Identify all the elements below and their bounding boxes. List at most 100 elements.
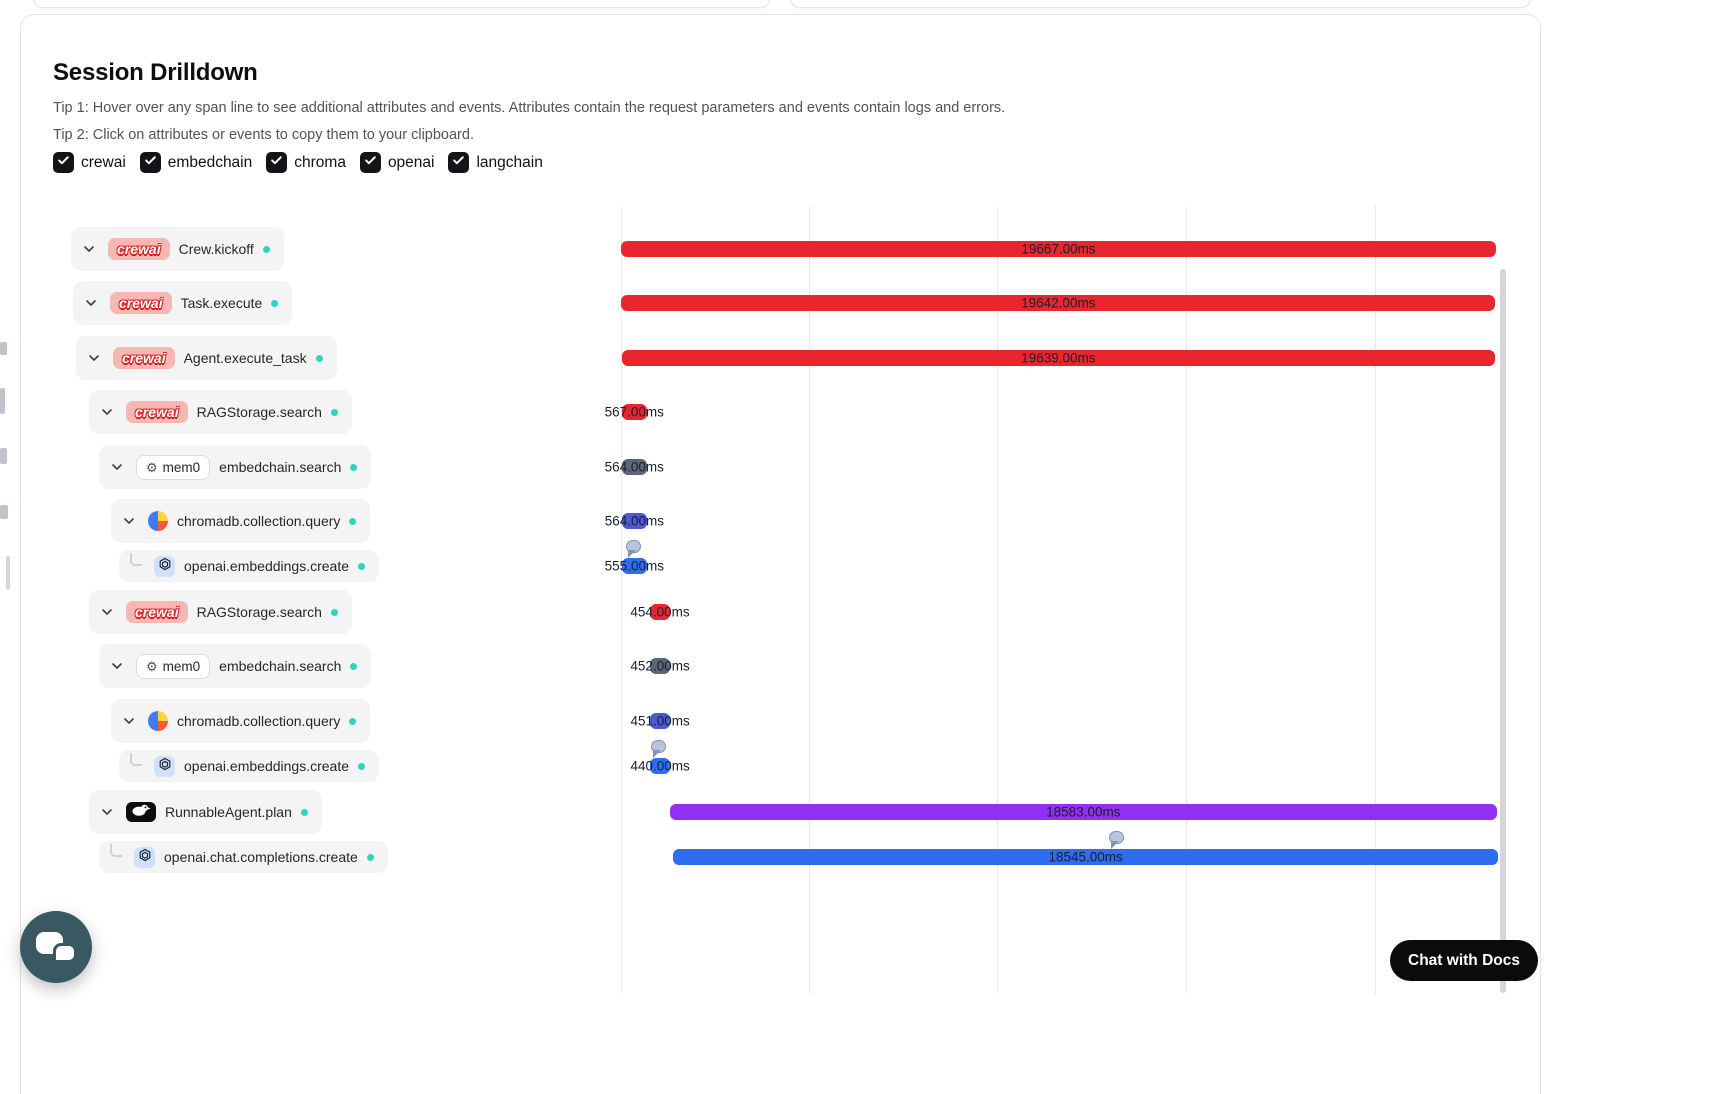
mem0-gear-icon: ⚙ bbox=[146, 459, 158, 475]
tree-connector-icon bbox=[130, 553, 142, 566]
check-icon bbox=[364, 154, 377, 172]
chat-with-docs-button[interactable]: Chat with Docs bbox=[1390, 940, 1538, 981]
expand-chevron-icon[interactable] bbox=[119, 711, 139, 731]
left-edge-artifact bbox=[0, 342, 7, 355]
openai-logo bbox=[154, 555, 175, 577]
span-bar-openai.embeddings.create[interactable] bbox=[621, 558, 647, 574]
span-row-RunnableAgent.plan[interactable]: RunnableAgent.plan bbox=[89, 790, 322, 834]
check-icon bbox=[57, 154, 70, 172]
gridline bbox=[809, 206, 810, 994]
span-bar-embedchain.search[interactable] bbox=[650, 658, 671, 674]
expand-chevron-icon[interactable] bbox=[119, 511, 139, 531]
mem0-gear-icon: ⚙ bbox=[146, 658, 158, 674]
top-card-right bbox=[790, 0, 1531, 8]
span-row-RAGStorage.search[interactable]: crewai RAGStorage.search bbox=[89, 590, 352, 634]
mem0-logo-text: mem0 bbox=[162, 459, 201, 475]
span-duration-label: 19667.00ms bbox=[1021, 241, 1096, 257]
status-dot bbox=[358, 762, 366, 770]
expand-chevron-icon[interactable] bbox=[79, 239, 99, 259]
filter-label: chroma bbox=[294, 153, 346, 171]
span-bar-chromadb.collection.query[interactable] bbox=[650, 713, 671, 729]
filter-label: langchain bbox=[476, 153, 543, 171]
gridline bbox=[997, 206, 998, 994]
span-bar-openai.chat.completions.create[interactable] bbox=[673, 849, 1499, 865]
span-bar-chromadb.collection.query[interactable] bbox=[621, 513, 647, 529]
status-dot bbox=[358, 562, 366, 570]
span-bar-Task.execute[interactable] bbox=[621, 295, 1496, 311]
span-name: RunnableAgent.plan bbox=[165, 804, 292, 820]
span-row-chromadb.collection.query[interactable]: chromadb.collection.query bbox=[111, 499, 371, 543]
checkbox-embedchain-checked[interactable] bbox=[139, 152, 161, 173]
status-dot bbox=[262, 245, 270, 253]
span-duration-label: 564.00ms bbox=[604, 513, 664, 529]
chat-bubble-icon bbox=[53, 943, 77, 963]
filter-openai[interactable]: openai bbox=[359, 152, 434, 173]
span-bar-RAGStorage.search[interactable] bbox=[649, 604, 671, 620]
span-row-openai.chat.completions.create[interactable]: openai.chat.completions.create bbox=[99, 841, 388, 873]
span-row-Task.execute[interactable]: crewai Task.execute bbox=[73, 281, 293, 325]
span-duration-label: 18545.00ms bbox=[1048, 849, 1123, 865]
span-row-embedchain.search[interactable]: ⚙ mem0 embedchain.search bbox=[99, 644, 372, 688]
span-bar-Agent.execute_task[interactable] bbox=[621, 350, 1496, 366]
expand-chevron-icon[interactable] bbox=[97, 802, 117, 822]
span-row-openai.embeddings.create[interactable]: openai.embeddings.create bbox=[119, 550, 380, 582]
status-dot bbox=[349, 717, 357, 725]
span-name: embedchain.search bbox=[219, 459, 342, 475]
status-dot bbox=[300, 808, 308, 816]
chroma-logo bbox=[148, 511, 168, 531]
status-dot bbox=[350, 463, 358, 471]
span-row-openai.embeddings.create[interactable]: openai.embeddings.create bbox=[119, 750, 380, 782]
gridline bbox=[621, 206, 622, 994]
span-name: chromadb.collection.query bbox=[177, 513, 341, 529]
span-name: Task.execute bbox=[180, 295, 263, 311]
openai-knot-icon bbox=[138, 848, 152, 867]
filter-langchain[interactable]: langchain bbox=[448, 152, 543, 173]
status-dot bbox=[350, 662, 358, 670]
span-name: chromadb.collection.query bbox=[177, 713, 341, 729]
checkbox-chroma-checked[interactable] bbox=[266, 152, 288, 173]
checkbox-langchain-checked[interactable] bbox=[448, 152, 470, 173]
filter-label: crewai bbox=[81, 153, 126, 171]
expand-chevron-icon[interactable] bbox=[84, 348, 104, 368]
crewai-logo: crewai bbox=[110, 292, 172, 314]
span-duration-label: 454.00ms bbox=[630, 604, 690, 620]
span-row-chromadb.collection.query[interactable]: chromadb.collection.query bbox=[111, 699, 371, 743]
event-bubble-icon[interactable] bbox=[1109, 831, 1125, 849]
span-name: RAGStorage.search bbox=[196, 404, 322, 420]
span-duration-label: 452.00ms bbox=[630, 658, 690, 674]
span-duration-label: 451.00ms bbox=[630, 713, 690, 729]
span-bar-embedchain.search[interactable] bbox=[621, 459, 647, 475]
event-bubble-icon[interactable] bbox=[650, 740, 666, 758]
expand-chevron-icon[interactable] bbox=[107, 457, 127, 477]
filter-chroma[interactable]: chroma bbox=[266, 152, 346, 173]
checkbox-openai-checked[interactable] bbox=[359, 152, 381, 173]
expand-chevron-icon[interactable] bbox=[81, 293, 101, 313]
event-bubble-icon[interactable] bbox=[626, 540, 641, 558]
span-row-RAGStorage.search[interactable]: crewai RAGStorage.search bbox=[89, 390, 352, 434]
span-bar-openai.embeddings.create[interactable] bbox=[650, 758, 670, 774]
filter-crewai[interactable]: crewai bbox=[53, 152, 126, 173]
langchain-logo bbox=[126, 802, 156, 822]
crewai-logo: crewai bbox=[126, 401, 188, 423]
session-drilldown-card: Session Drilldown Tip 1: Hover over any … bbox=[20, 14, 1541, 1094]
mem0-logo: ⚙ mem0 bbox=[136, 454, 211, 480]
span-bar-RunnableAgent.plan[interactable] bbox=[669, 804, 1497, 820]
left-edge-artifact bbox=[0, 505, 8, 519]
expand-chevron-icon[interactable] bbox=[97, 602, 117, 622]
span-row-Crew.kickoff[interactable]: crewai Crew.kickoff bbox=[71, 227, 284, 271]
left-edge-artifact bbox=[0, 388, 5, 414]
status-dot bbox=[349, 517, 357, 525]
span-name: Crew.kickoff bbox=[178, 241, 254, 257]
span-bar-RAGStorage.search[interactable] bbox=[621, 404, 647, 420]
chart-scrollbar[interactable] bbox=[1500, 269, 1506, 993]
checkbox-crewai-checked[interactable] bbox=[53, 152, 74, 173]
filter-embedchain[interactable]: embedchain bbox=[139, 152, 252, 173]
span-row-embedchain.search[interactable]: ⚙ mem0 embedchain.search bbox=[99, 445, 372, 489]
expand-chevron-icon[interactable] bbox=[107, 656, 127, 676]
span-bar-Crew.kickoff[interactable] bbox=[621, 241, 1496, 257]
check-icon bbox=[452, 154, 465, 172]
span-row-Agent.execute_task[interactable]: crewai Agent.execute_task bbox=[76, 336, 337, 380]
chat-widget-launcher[interactable] bbox=[20, 911, 92, 983]
expand-chevron-icon[interactable] bbox=[97, 402, 117, 422]
